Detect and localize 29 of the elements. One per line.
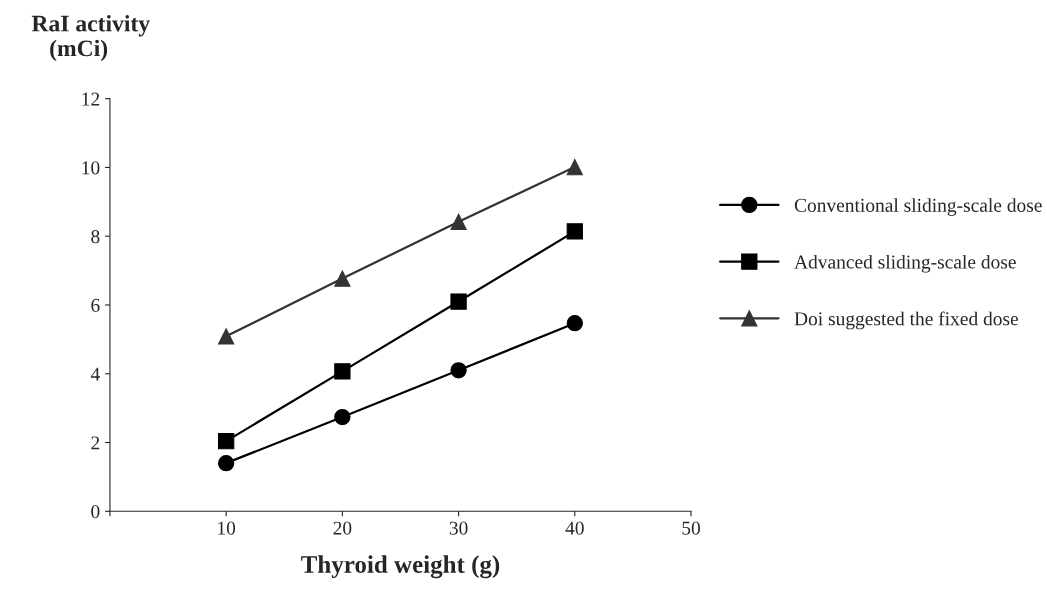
- y-tick-label: 4: [90, 367, 100, 381]
- point: [566, 315, 583, 332]
- x-tick-label: 10: [218, 521, 236, 535]
- point: [450, 362, 467, 379]
- point: [450, 213, 467, 230]
- x-tick-label: 40: [565, 521, 584, 535]
- y-tick-label: 8: [91, 230, 100, 244]
- point: [566, 158, 583, 176]
- point: [217, 454, 235, 472]
- y-tick-label: 6: [91, 298, 100, 312]
- point: [217, 328, 235, 345]
- point: [334, 408, 351, 426]
- x-tick-label: 20: [333, 521, 352, 535]
- point: [334, 363, 351, 380]
- y-tick-label: 0: [91, 505, 100, 519]
- point: [450, 293, 467, 310]
- legend-label: Conventional sliding-scale dose: [794, 198, 1042, 216]
- y-tick-label: 2: [91, 436, 100, 450]
- x-tick-label: 50: [682, 521, 700, 535]
- point: [334, 270, 351, 287]
- legend-label: Doi suggested the fixed dose: [794, 311, 1018, 330]
- x-tick-label: 30: [449, 521, 468, 535]
- y-axis-title: RaI activity (mCi): [31, 14, 150, 62]
- point: [566, 223, 583, 240]
- x-axis-title: Thyroid weight (g): [301, 555, 500, 579]
- legend-label: Advanced sliding-scale dose: [794, 254, 1016, 273]
- y-tick-label: 12: [82, 92, 100, 106]
- point: [217, 432, 235, 450]
- y-tick-label: 10: [82, 161, 100, 175]
